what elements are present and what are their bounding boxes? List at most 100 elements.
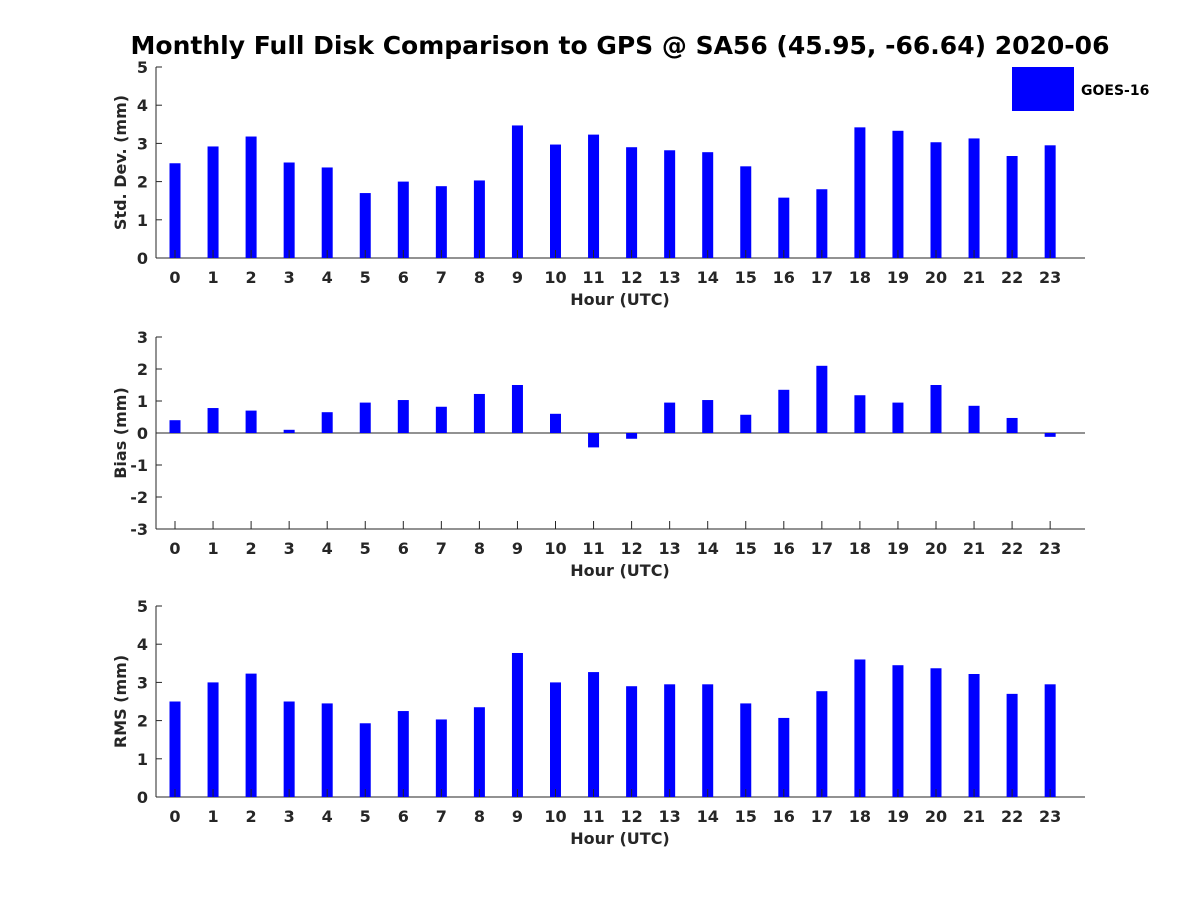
x-tick-label: 12 (620, 807, 642, 826)
bar-hour-15 (740, 166, 752, 258)
x-tick-label: 4 (322, 539, 333, 558)
bar-hour-6 (397, 181, 409, 258)
y-tick-label: 0 (137, 249, 148, 268)
x-tick-label: 6 (398, 268, 409, 287)
bar-hour-7 (435, 186, 447, 258)
y-tick-label: -1 (130, 456, 148, 475)
bar-hour-18 (854, 395, 866, 433)
bar-hour-21 (968, 673, 980, 797)
x-tick-label: 22 (1001, 268, 1023, 287)
x-tick-label: 17 (811, 807, 833, 826)
bar-hour-1 (207, 408, 219, 433)
bar-hour-6 (397, 400, 409, 433)
bar-hour-16 (778, 389, 790, 433)
bar-hour-17 (816, 189, 828, 258)
legend: GOES-16 (1012, 67, 1149, 111)
x-tick-label: 9 (512, 807, 523, 826)
x-tick-label: 2 (246, 539, 257, 558)
x-tick-label: 13 (659, 807, 681, 826)
x-tick-label: 23 (1039, 268, 1061, 287)
bar-hour-16 (778, 717, 790, 797)
y-tick-label: 4 (137, 635, 148, 654)
x-tick-label: 16 (773, 807, 795, 826)
bar-hour-17 (816, 691, 828, 797)
x-tick-label: 10 (544, 539, 566, 558)
x-axis-label: Hour (UTC) (570, 829, 670, 848)
bar-hour-21 (968, 405, 980, 433)
bar-hour-10 (550, 682, 561, 797)
x-tick-label: 4 (322, 268, 333, 287)
bar-hour-3 (283, 701, 295, 797)
bar-hour-2 (245, 410, 257, 433)
x-tick-label: 18 (849, 807, 871, 826)
bar-hour-4 (321, 412, 333, 433)
bar-hour-0 (169, 701, 181, 797)
bar-hour-9 (511, 125, 523, 258)
x-tick-label: 11 (582, 539, 604, 558)
bar-hour-9 (511, 385, 523, 433)
x-tick-label: 2 (246, 807, 257, 826)
bar-hour-12 (626, 686, 638, 797)
bar-hour-20 (930, 668, 942, 797)
x-tick-label: 21 (963, 539, 985, 558)
bar-hour-2 (245, 136, 257, 258)
x-tick-label: 22 (1001, 539, 1023, 558)
y-tick-label: 1 (137, 211, 148, 230)
x-tick-label: 18 (849, 268, 871, 287)
x-tick-label: 8 (474, 268, 485, 287)
x-tick-label: 11 (582, 268, 604, 287)
x-tick-label: 6 (398, 807, 409, 826)
x-axis-label: Hour (UTC) (570, 290, 670, 309)
x-tick-label: 1 (207, 539, 218, 558)
bar-hour-3 (283, 429, 295, 433)
bar-hour-4 (321, 703, 333, 797)
x-tick-label: 10 (544, 807, 566, 826)
y-tick-label: 4 (137, 96, 148, 115)
bar-hour-5 (359, 723, 371, 797)
y-tick-label: -2 (130, 488, 148, 507)
x-tick-label: 6 (398, 539, 409, 558)
bar-hour-8 (473, 393, 485, 433)
bar-hour-18 (854, 127, 866, 258)
x-tick-label: 15 (735, 807, 757, 826)
x-tick-label: 4 (322, 807, 333, 826)
x-tick-label: 14 (697, 539, 719, 558)
bar-hour-19 (892, 402, 904, 433)
x-tick-label: 21 (963, 807, 985, 826)
bar-hour-13 (664, 684, 676, 797)
y-tick-label: 0 (137, 788, 148, 807)
x-tick-label: 7 (436, 539, 447, 558)
x-axis-label: Hour (UTC) (570, 561, 670, 580)
y-tick-label: 1 (137, 750, 148, 769)
x-tick-label: 23 (1039, 539, 1061, 558)
x-tick-label: 9 (512, 268, 523, 287)
x-tick-label: 20 (925, 807, 947, 826)
bar-hour-7 (435, 719, 447, 797)
y-axis-label: RMS (mm) (111, 655, 130, 748)
x-tick-label: 13 (659, 539, 681, 558)
x-tick-label: 5 (360, 539, 371, 558)
bar-hour-11 (588, 433, 600, 448)
y-tick-label: 5 (137, 58, 148, 77)
x-tick-label: 0 (169, 539, 180, 558)
bar-hour-23 (1044, 145, 1056, 258)
x-tick-label: 3 (284, 807, 295, 826)
y-tick-label: 3 (137, 673, 148, 692)
x-tick-label: 19 (887, 539, 909, 558)
x-tick-label: 18 (849, 539, 871, 558)
x-tick-label: 19 (887, 807, 909, 826)
x-tick-label: 1 (207, 807, 218, 826)
y-tick-label: -3 (130, 520, 148, 539)
bar-hour-5 (359, 193, 371, 258)
bar-hour-17 (816, 365, 828, 433)
bar-hour-6 (397, 711, 409, 797)
bar-hour-4 (321, 167, 333, 258)
x-tick-label: 13 (659, 268, 681, 287)
y-tick-label: 3 (137, 328, 148, 347)
x-tick-label: 0 (169, 807, 180, 826)
